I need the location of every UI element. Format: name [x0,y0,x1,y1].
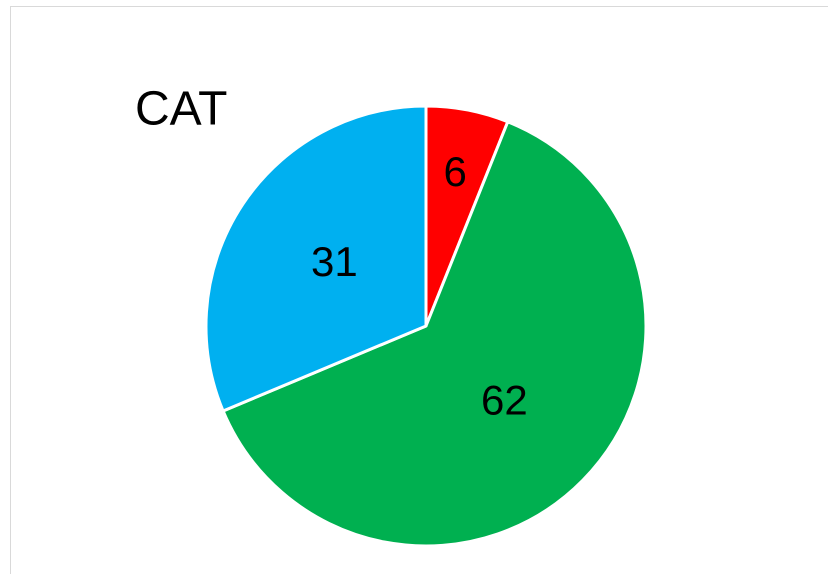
data-label: 62 [481,376,528,423]
data-label: 6 [443,148,466,195]
data-label: 31 [311,238,358,285]
pie-slice [221,120,648,548]
chart-title: CAT [135,83,227,136]
pie-slice [204,104,428,413]
